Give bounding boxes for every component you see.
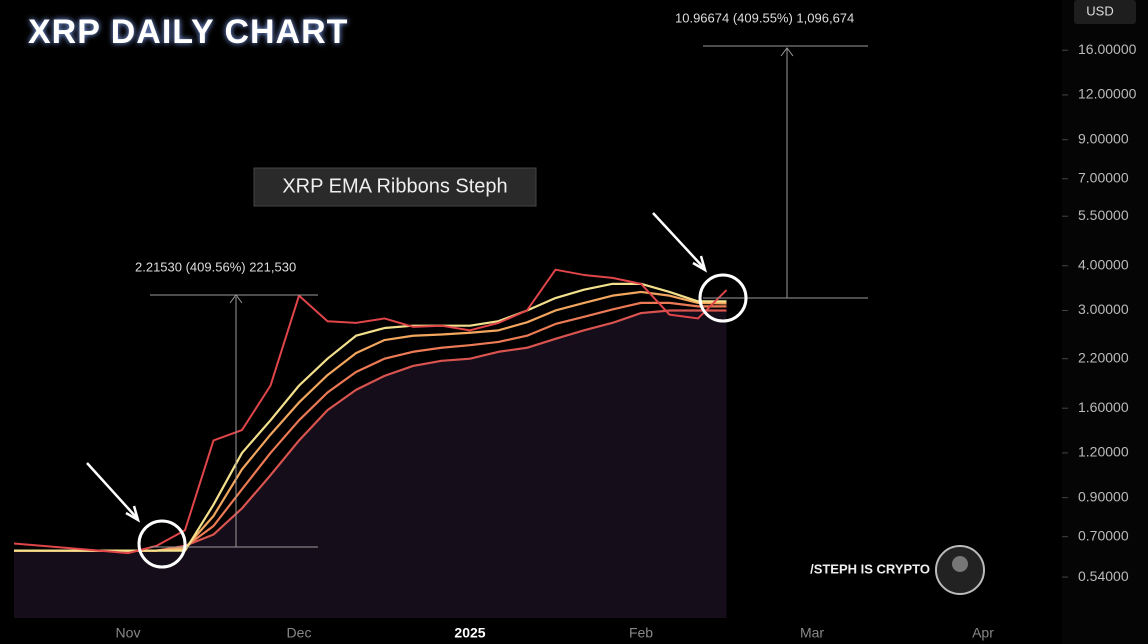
y-tick-label: 12.00000 [1078, 86, 1137, 102]
y-tick-label: 9.00000 [1078, 130, 1129, 146]
price-line [13, 268, 728, 555]
pointer-arrow [125, 505, 141, 523]
y-tick-label: 5.50000 [1078, 207, 1129, 223]
annotation: 10.96674 (409.55%) 1,096,674 [675, 10, 854, 25]
highlight-circle [698, 273, 748, 323]
pointer-arrow [692, 255, 708, 273]
measure-arrow [780, 47, 794, 57]
y-tick-label: 0.54000 [1078, 568, 1129, 584]
x-tick-label: Dec [287, 625, 312, 641]
y-tick-label: 16.00000 [1078, 41, 1137, 57]
x-tick-label: 2025 [454, 625, 485, 641]
x-tick-label: Nov [116, 625, 141, 641]
y-tick-label: 2.20000 [1078, 349, 1129, 365]
y-tick-label: 7.00000 [1078, 169, 1129, 185]
y-tick-label: 0.70000 [1078, 527, 1129, 543]
ribbon-area [14, 310, 727, 618]
highlights [86, 212, 748, 569]
annotation: XRP EMA Ribbons Steph [282, 175, 507, 197]
avatar-head [952, 556, 968, 572]
x-tick-label: Apr [972, 625, 994, 641]
x-tick-label: Feb [629, 625, 653, 641]
annotation: 2.21530 (409.56%) 221,530 [135, 259, 296, 274]
y-tick-label: 1.20000 [1078, 444, 1129, 460]
currency-box[interactable] [1074, 0, 1136, 24]
plot-area [13, 268, 728, 618]
measure-tool [150, 45, 868, 548]
y-axis-panel [1062, 0, 1148, 644]
x-tick-label: Mar [800, 625, 824, 641]
highlight-circle [137, 519, 187, 569]
y-tick-label: 0.90000 [1078, 488, 1129, 504]
y-tick-label: 1.60000 [1078, 399, 1129, 415]
y-tick-label: 4.00000 [1078, 256, 1129, 272]
measure-arrow [229, 294, 243, 304]
currency-label[interactable]: USD [1086, 3, 1113, 18]
chart-title: XRP DAILY CHART [28, 13, 348, 51]
pointer-arrow [86, 462, 137, 518]
pointer-arrow [652, 212, 704, 268]
ema-line [14, 282, 727, 552]
watermark: /STEPH IS CRYPTO [810, 561, 930, 576]
y-tick-label: 3.00000 [1078, 301, 1129, 317]
label-box [253, 167, 537, 207]
